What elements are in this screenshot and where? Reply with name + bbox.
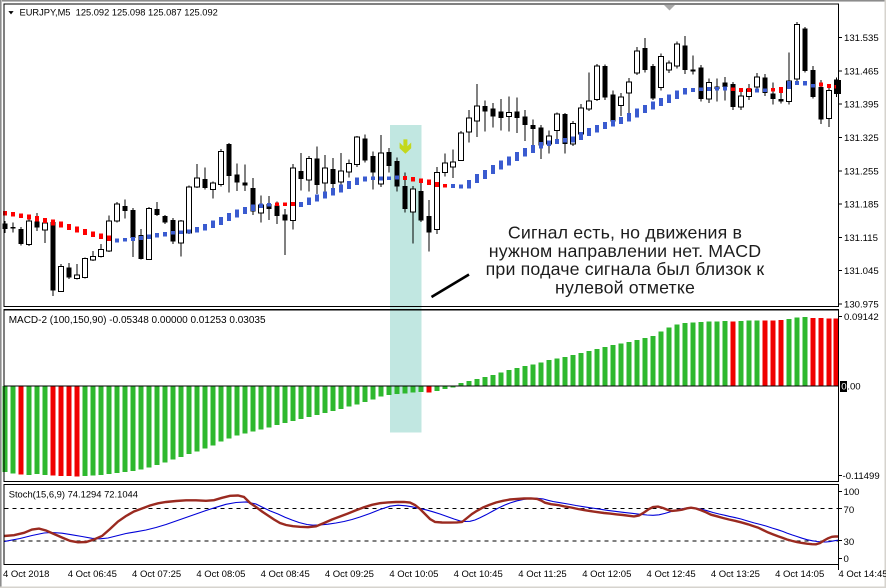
- svg-text:131.395: 131.395: [844, 100, 879, 111]
- svg-text:30: 30: [844, 537, 855, 548]
- svg-text:-0.11499: -0.11499: [843, 471, 880, 482]
- svg-text:131.535: 131.535: [844, 33, 879, 44]
- svg-text:.00: .00: [847, 382, 860, 393]
- svg-text:4 Oct 08:05: 4 Oct 08:05: [196, 569, 245, 580]
- svg-text:131.255: 131.255: [844, 166, 879, 177]
- svg-text:4 Oct 2018: 4 Oct 2018: [3, 569, 49, 580]
- svg-text:131.045: 131.045: [844, 266, 879, 277]
- svg-text:при подаче сигнала был близок: при подаче сигнала был близок к: [486, 259, 765, 279]
- svg-text:EURJPY,M5 125.092 125.098 125: EURJPY,M5 125.092 125.098 125.087 125.09…: [20, 7, 218, 17]
- svg-text:0: 0: [841, 382, 846, 393]
- svg-text:4 Oct 09:25: 4 Oct 09:25: [325, 569, 374, 580]
- svg-text:4 Oct 14:45: 4 Oct 14:45: [838, 569, 886, 580]
- svg-text:4 Oct 07:25: 4 Oct 07:25: [132, 569, 181, 580]
- svg-text:4 Oct 12:05: 4 Oct 12:05: [582, 569, 631, 580]
- svg-text:4 Oct 10:45: 4 Oct 10:45: [454, 569, 503, 580]
- svg-text:4 Oct 13:25: 4 Oct 13:25: [711, 569, 760, 580]
- svg-text:130.975: 130.975: [844, 300, 879, 311]
- svg-text:нулевой отметке: нулевой отметке: [555, 277, 695, 297]
- svg-text:нужном направлении нет. MACD: нужном направлении нет. MACD: [489, 241, 761, 261]
- svg-text:4 Oct 11:25: 4 Oct 11:25: [518, 569, 566, 580]
- svg-text:4 Oct 06:45: 4 Oct 06:45: [68, 569, 117, 580]
- svg-text:131.185: 131.185: [844, 200, 879, 211]
- svg-text:MACD-2 (100,150,90) -0.05348 0: MACD-2 (100,150,90) -0.05348 0.00000 0.0…: [9, 315, 266, 326]
- svg-text:131.115: 131.115: [844, 233, 878, 244]
- svg-text:4 Oct 08:45: 4 Oct 08:45: [261, 569, 310, 580]
- svg-text:4 Oct 12:45: 4 Oct 12:45: [647, 569, 696, 580]
- svg-text:131.325: 131.325: [844, 133, 879, 144]
- svg-text:4 Oct 10:05: 4 Oct 10:05: [389, 569, 438, 580]
- svg-text:70: 70: [844, 505, 855, 516]
- svg-text:4 Oct 14:05: 4 Oct 14:05: [775, 569, 824, 580]
- svg-text:100: 100: [844, 487, 860, 498]
- svg-text:Сигнал есть, но движения в: Сигнал есть, но движения в: [508, 223, 742, 243]
- svg-text:0.09142: 0.09142: [844, 312, 879, 323]
- svg-text:Stoch(15,6,9) 74.1294 72.1044: Stoch(15,6,9) 74.1294 72.1044: [9, 489, 138, 500]
- svg-text:0: 0: [844, 554, 849, 565]
- svg-text:131.465: 131.465: [844, 66, 879, 77]
